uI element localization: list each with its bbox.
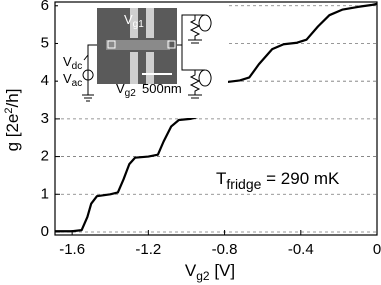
gate [146, 8, 154, 38]
x-tick-label: -1.6 [59, 241, 85, 258]
label-main: V [63, 54, 72, 69]
y-tick-label: 6 [41, 0, 49, 14]
label-sub: dc [72, 61, 83, 72]
contact [167, 40, 176, 49]
label-sub: g2 [125, 88, 137, 99]
label-main: V [124, 12, 133, 27]
channel [106, 40, 170, 50]
label-sub: g1 [133, 19, 145, 30]
y-tick-label: 0 [41, 223, 49, 240]
gate [130, 52, 138, 84]
y-tick-label: 5 [41, 34, 49, 51]
axes-frame [54, 1, 378, 236]
y-tick-label: 1 [41, 185, 49, 202]
x-tick-label: -1.2 [135, 241, 161, 258]
x-label-end: [V] [210, 261, 236, 280]
y-tick-label: 3 [41, 110, 49, 127]
vac-label: Vac [63, 71, 82, 89]
x-axis-label: Vg2 [V] [185, 261, 235, 283]
annotation-end: = 290 mK [261, 169, 340, 188]
label-main: V [116, 81, 125, 96]
x-tick-label: -0.8 [212, 241, 238, 258]
source-circuit [82, 44, 97, 102]
y-label-main: g [2e [3, 114, 22, 152]
x-label-sub: g2 [196, 269, 210, 283]
x-tick-label: -0.4 [288, 241, 314, 258]
vdc-label: Vdc [63, 54, 82, 72]
label-sub: ac [72, 78, 83, 89]
vg2-label: Vg2 [116, 81, 136, 99]
y-tick-label: 2 [41, 148, 49, 165]
x-label-main: V [185, 261, 197, 280]
vg1-label: Vg1 [124, 12, 144, 30]
gate [146, 52, 154, 84]
gate [130, 8, 138, 38]
contact [107, 40, 116, 49]
measure-circuit [177, 14, 212, 99]
y-axis-label: g [2e2/h] [3, 89, 22, 152]
annotation-sub: fridge [226, 176, 261, 192]
y-label-end: /h] [3, 89, 22, 108]
inset: Vg1 Vg2 Vdc Vac 500nm [58, 4, 228, 118]
y-tick-label: 4 [41, 72, 49, 89]
scale-label: 500nm [142, 81, 182, 96]
annotation-main: T [216, 169, 226, 188]
y-label-sup: 2 [3, 107, 15, 113]
label-main: V [63, 71, 72, 86]
x-tick-label: 0 [373, 241, 381, 258]
annotation: Tfridge = 290 mK [216, 169, 340, 192]
